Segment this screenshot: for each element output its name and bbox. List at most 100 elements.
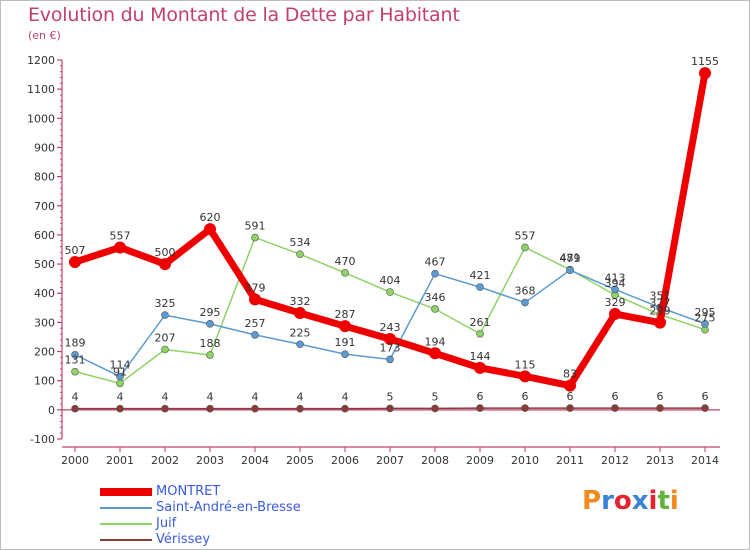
legend-swatch xyxy=(100,488,152,496)
y-tick-label: 1100 xyxy=(27,83,55,96)
legend-label: Saint-André-en-Bresse xyxy=(156,500,301,515)
data-label: 368 xyxy=(515,285,536,298)
data-label: 481 xyxy=(560,252,581,265)
data-point xyxy=(114,241,126,254)
x-tick-label: 2008 xyxy=(421,454,449,467)
chart-subtitle: (en €) xyxy=(28,29,61,42)
data-point xyxy=(701,404,709,412)
data-label: 379 xyxy=(245,281,266,294)
data-point xyxy=(69,256,81,269)
data-point xyxy=(71,367,79,376)
data-label: 131 xyxy=(65,354,86,367)
data-point xyxy=(341,269,349,277)
y-tick-label: 400 xyxy=(34,287,55,300)
y-tick-label: 200 xyxy=(34,346,55,359)
data-point xyxy=(611,404,619,412)
data-label: 470 xyxy=(335,255,356,268)
legend-label: MONTRET xyxy=(156,484,221,499)
data-point xyxy=(71,350,79,359)
data-label: 225 xyxy=(290,326,311,339)
data-label: 243 xyxy=(380,321,401,334)
data-point xyxy=(474,361,486,374)
data-label: 332 xyxy=(290,295,311,308)
data-point xyxy=(206,320,214,328)
data-label: 207 xyxy=(155,331,176,344)
legend-label: Juif xyxy=(156,516,177,531)
data-label: 6 xyxy=(477,390,484,403)
data-label: 500 xyxy=(155,246,176,259)
logo-letter: t xyxy=(657,486,670,516)
y-tick-label: 0 xyxy=(48,404,55,417)
data-label: 144 xyxy=(470,350,491,363)
data-point xyxy=(116,404,124,413)
x-tick-label: 2000 xyxy=(61,454,89,467)
legend-item-verissey: Vérissey xyxy=(100,532,320,548)
data-point xyxy=(251,404,259,413)
legend-swatch xyxy=(100,523,152,525)
data-point xyxy=(564,379,576,392)
x-tick-label: 2007 xyxy=(376,454,404,467)
data-point xyxy=(566,266,574,274)
data-label: 534 xyxy=(290,236,311,249)
legend-item-montret: MONTRET xyxy=(100,484,320,500)
x-tick-label: 2002 xyxy=(151,454,179,467)
data-point xyxy=(521,404,529,412)
x-tick-label: 2003 xyxy=(196,454,224,467)
data-label: 6 xyxy=(702,390,709,403)
data-label: 5 xyxy=(387,390,394,403)
x-tick-label: 2014 xyxy=(691,454,719,467)
data-point xyxy=(699,67,711,80)
data-point xyxy=(521,298,529,307)
data-label: 4 xyxy=(207,391,214,404)
data-label: 91 xyxy=(113,365,127,378)
data-point xyxy=(296,340,304,349)
data-label: 194 xyxy=(425,335,446,348)
data-point xyxy=(476,283,484,291)
data-point xyxy=(431,269,439,278)
data-label: 6 xyxy=(657,390,664,403)
chart-title: Evolution du Montant de la Dette par Hab… xyxy=(28,4,460,26)
data-point xyxy=(654,316,666,329)
data-label: 346 xyxy=(425,291,446,304)
data-label: 467 xyxy=(425,256,446,269)
data-label: 1155 xyxy=(691,55,719,68)
y-tick-label: 700 xyxy=(34,200,55,213)
data-point xyxy=(386,404,394,413)
data-point xyxy=(341,350,349,358)
data-point xyxy=(161,311,169,319)
data-point xyxy=(431,404,439,413)
legend-item-saint-andre: Saint-André-en-Bresse xyxy=(100,500,320,516)
data-label: 115 xyxy=(515,358,536,371)
data-point xyxy=(249,293,261,306)
data-point xyxy=(296,404,304,413)
logo-letter: i xyxy=(648,486,658,516)
data-point xyxy=(566,404,574,412)
data-label: 4 xyxy=(72,391,79,404)
data-point xyxy=(611,285,619,294)
logo-letter: x xyxy=(631,486,649,516)
data-label: 189 xyxy=(65,337,86,350)
logo-letter: r xyxy=(601,486,614,516)
data-point xyxy=(339,320,351,333)
legend-item-juif: Juif xyxy=(100,516,320,532)
data-label: 261 xyxy=(470,316,491,329)
data-point xyxy=(521,243,529,252)
data-point xyxy=(116,372,124,381)
y-tick-label: 1000 xyxy=(27,112,55,125)
data-label: 173 xyxy=(380,341,401,354)
data-point xyxy=(251,233,259,242)
x-tick-label: 2005 xyxy=(286,454,314,467)
data-point xyxy=(116,379,124,388)
x-tick-label: 2011 xyxy=(556,454,584,467)
x-tick-label: 2009 xyxy=(466,454,494,467)
data-point xyxy=(429,347,441,360)
legend-label: Vérissey xyxy=(156,532,211,547)
legend-swatch xyxy=(100,507,152,509)
data-point xyxy=(206,351,214,359)
data-point xyxy=(206,404,214,413)
data-point xyxy=(161,404,169,413)
data-label: 299 xyxy=(650,305,671,318)
data-label: 4 xyxy=(162,391,169,404)
data-label: 188 xyxy=(200,337,221,350)
data-point xyxy=(296,250,304,258)
